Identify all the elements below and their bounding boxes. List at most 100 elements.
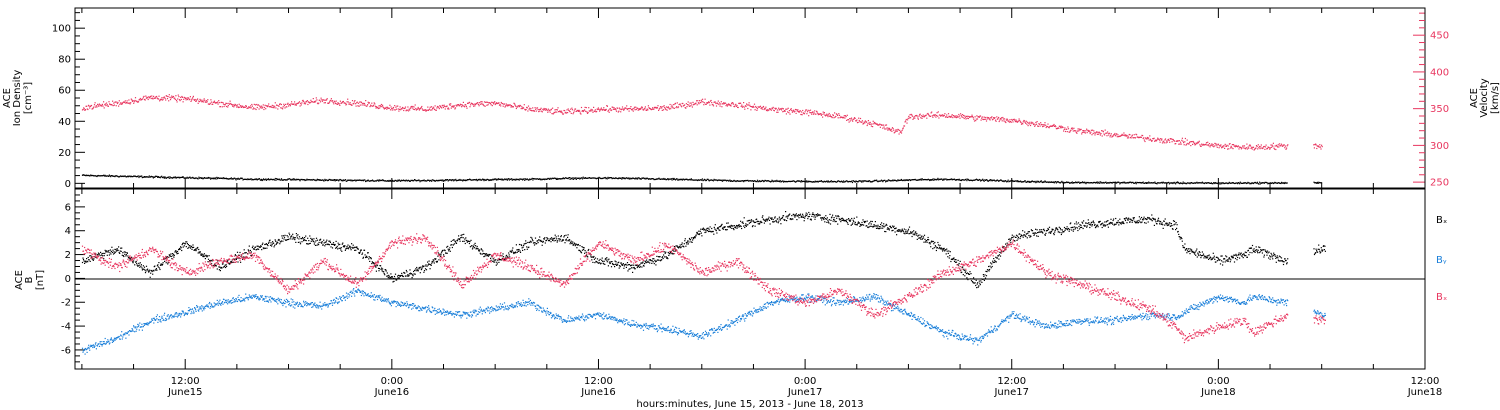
data-point [106, 175, 108, 177]
data-point [427, 179, 429, 181]
data-point [681, 102, 683, 105]
data-point [679, 179, 681, 181]
data-point [1237, 146, 1239, 148]
data-point [1166, 141, 1168, 143]
data-point [1188, 182, 1190, 184]
data-point [1229, 143, 1231, 145]
data-point [1126, 134, 1128, 137]
data-point [484, 178, 486, 181]
data-point [145, 95, 147, 97]
data-point [776, 180, 779, 182]
data-point [1026, 181, 1028, 183]
data-point [291, 178, 293, 180]
data-point [215, 178, 217, 180]
data-point [984, 179, 986, 181]
data-point [560, 236, 562, 238]
data-point [263, 247, 265, 249]
data-point [1220, 182, 1222, 184]
data-point [303, 179, 305, 181]
data-point [298, 178, 300, 181]
data-point [151, 95, 153, 97]
data-point [867, 123, 869, 125]
data-point [1128, 137, 1130, 139]
data-point [525, 242, 527, 244]
data-point [693, 179, 695, 181]
data-point [1186, 139, 1188, 141]
data-point [879, 123, 881, 125]
data-point [591, 109, 593, 111]
data-point [386, 108, 388, 110]
data-point [108, 175, 110, 177]
data-point [828, 112, 830, 115]
data-point [617, 107, 619, 109]
data-point [1227, 145, 1229, 147]
data-point [188, 246, 190, 248]
data-point [570, 241, 572, 244]
data-point [230, 260, 232, 263]
data-point [1140, 136, 1142, 138]
data-point [260, 179, 262, 181]
data-point [1109, 181, 1111, 183]
data-point [771, 179, 773, 181]
data-point [690, 105, 692, 107]
data-point [513, 179, 515, 181]
data-point [216, 176, 218, 178]
data-point [283, 179, 285, 181]
data-point [723, 102, 725, 104]
data-point [1214, 182, 1216, 185]
data-point [186, 98, 188, 101]
data-point [811, 181, 813, 183]
data-point [1157, 138, 1159, 140]
data-point [1104, 181, 1106, 183]
data-point [613, 177, 615, 179]
data-point [1063, 128, 1065, 130]
data-point [732, 180, 734, 182]
data-point [369, 180, 371, 182]
data-point [1142, 137, 1144, 140]
data-point [1073, 182, 1075, 184]
series-ion-density [81, 174, 1323, 185]
data-point [1099, 182, 1101, 184]
data-point [492, 103, 495, 105]
data-point [340, 179, 342, 181]
data-point [260, 245, 262, 247]
data-point [1082, 181, 1084, 184]
data-point [403, 179, 405, 182]
data-point [113, 252, 116, 254]
data-point [429, 106, 431, 108]
data-point [485, 179, 487, 181]
data-point [732, 102, 734, 104]
data-point [578, 109, 580, 111]
data-point [944, 178, 946, 180]
data-point [464, 180, 466, 182]
data-point [794, 181, 796, 183]
data-point [405, 179, 407, 181]
data-point [632, 177, 635, 179]
data-point [960, 179, 962, 182]
data-point [615, 110, 618, 112]
data-point [840, 181, 842, 183]
data-point [561, 240, 563, 242]
data-point [181, 176, 183, 178]
data-point [1079, 129, 1081, 131]
data-point [548, 178, 550, 180]
data-point [172, 177, 174, 179]
data-point [1260, 182, 1262, 184]
data-point [387, 277, 389, 279]
data-point [1136, 181, 1138, 183]
data-point [154, 175, 157, 177]
data-point [1042, 124, 1044, 126]
data-point [670, 178, 672, 180]
data-point [965, 178, 967, 180]
data-point [854, 181, 856, 183]
data-point [1115, 182, 1117, 184]
data-point [289, 178, 291, 180]
data-point [324, 178, 326, 180]
data-point [792, 110, 794, 112]
data-point [827, 180, 829, 182]
data-point [548, 240, 551, 242]
data-point [692, 101, 694, 103]
data-point [1008, 121, 1010, 123]
data-point [122, 255, 124, 257]
data-point [1009, 119, 1011, 121]
